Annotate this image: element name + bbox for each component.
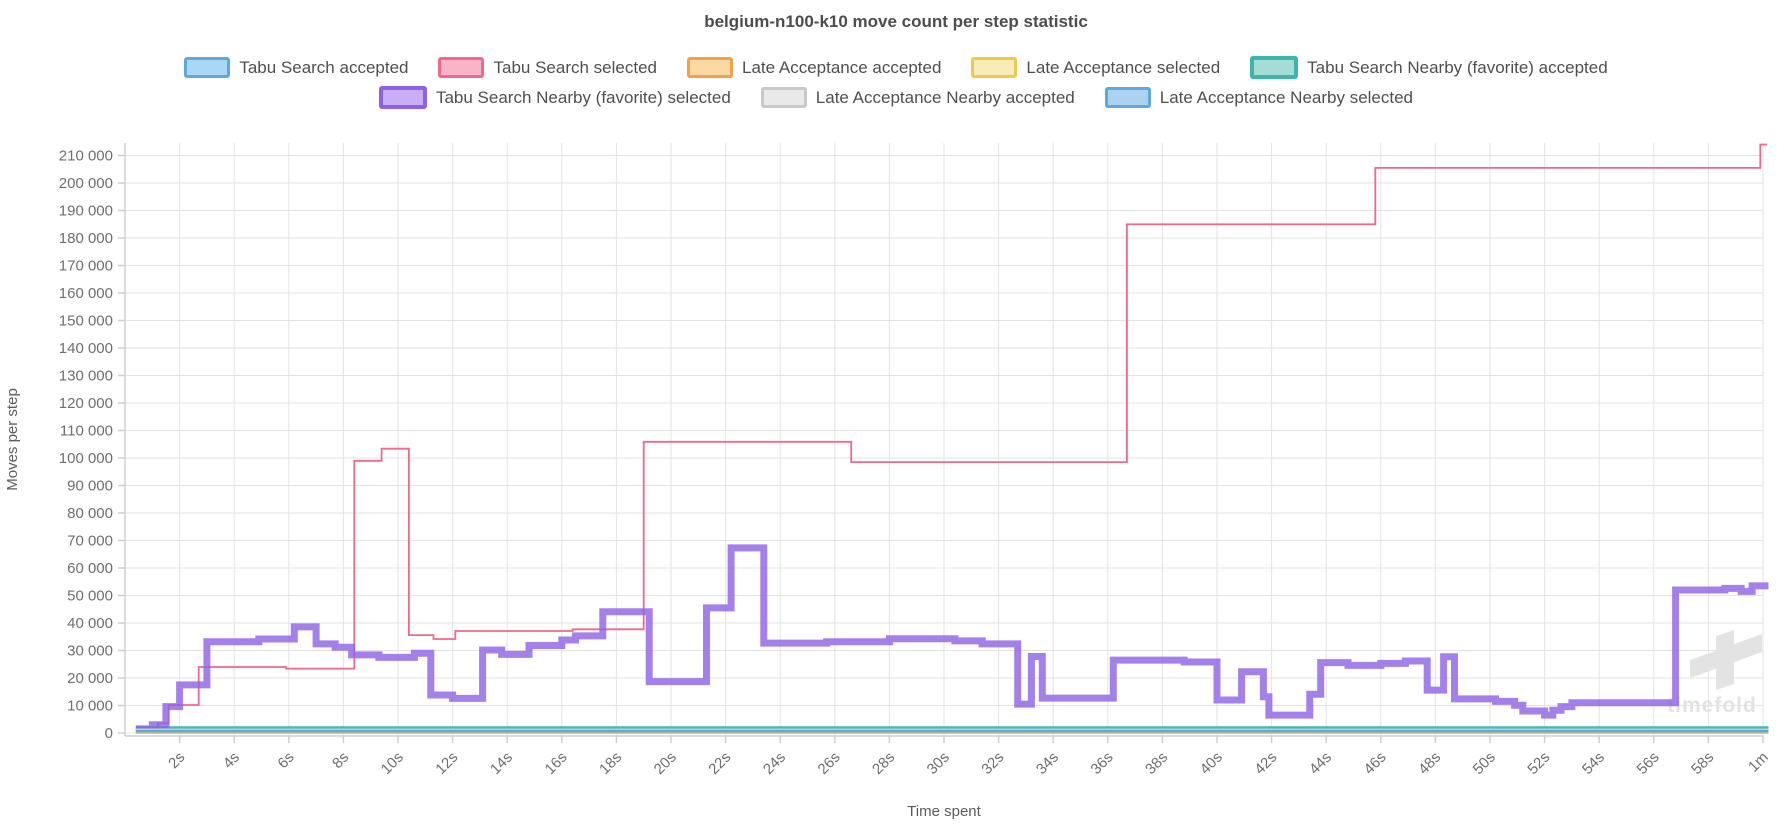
legend-label: Tabu Search selected bbox=[493, 57, 657, 77]
x-tick-label: 32s bbox=[978, 749, 1007, 778]
y-tick-label: 20 000 bbox=[67, 670, 113, 687]
y-tick-label: 60 000 bbox=[67, 560, 113, 577]
x-tick-label: 14s bbox=[487, 749, 516, 778]
legend-swatch-icon bbox=[760, 87, 807, 108]
legend-item: Tabu Search Nearby (favorite) accepted bbox=[1250, 56, 1608, 79]
watermark-logo bbox=[1726, 634, 1762, 665]
x-tick-label: 48s bbox=[1415, 749, 1444, 778]
x-tick-label: 26s bbox=[815, 749, 844, 778]
chart-title: belgium-n100-k10 move count per step sta… bbox=[704, 12, 1088, 31]
legend-item: Late Acceptance Nearby selected bbox=[1104, 87, 1414, 108]
y-tick-label: 180 000 bbox=[59, 230, 113, 247]
y-tick-label: 110 000 bbox=[60, 423, 113, 440]
x-tick-label: 1m bbox=[1745, 749, 1772, 776]
x-tick-label: 40s bbox=[1197, 749, 1226, 778]
legend-swatch-icon bbox=[971, 57, 1018, 78]
legend-label: Tabu Search Nearby (favorite) selected bbox=[435, 87, 731, 107]
x-tick-label: 34s bbox=[1033, 749, 1062, 778]
x-tick-label: 46s bbox=[1361, 749, 1390, 778]
x-tick-label: 2s bbox=[165, 749, 188, 772]
x-tick-label: 52s bbox=[1524, 749, 1553, 778]
y-tick-label: 0 bbox=[105, 725, 113, 742]
y-tick-label: 10 000 bbox=[67, 698, 113, 715]
y-tick-label: 140 000 bbox=[59, 340, 113, 357]
legend-item: Late Acceptance selected bbox=[971, 57, 1220, 78]
legend-item: Tabu Search accepted bbox=[184, 57, 408, 78]
x-tick-label: 42s bbox=[1251, 749, 1280, 778]
legend-swatch-icon bbox=[686, 57, 733, 78]
legend-swatch-icon bbox=[378, 86, 427, 109]
watermark-logo bbox=[1690, 650, 1718, 678]
legend-label: Tabu Search Nearby (favorite) accepted bbox=[1307, 57, 1608, 77]
legend-label: Late Acceptance accepted bbox=[741, 57, 942, 77]
x-tick-label: 38s bbox=[1142, 749, 1171, 778]
legend-swatch-icon bbox=[438, 57, 485, 78]
legend-row-2: Tabu Search Nearby (favorite) selected La… bbox=[378, 86, 1414, 109]
x-tick-label: 58s bbox=[1688, 749, 1717, 778]
legend-swatch-icon bbox=[1250, 56, 1299, 79]
legend-item: Tabu Search selected bbox=[438, 57, 657, 78]
y-axis-title: Moves per step bbox=[4, 388, 21, 491]
y-tick-label: 40 000 bbox=[67, 615, 113, 632]
y-tick-label: 50 000 bbox=[67, 588, 113, 605]
x-tick-label: 56s bbox=[1634, 749, 1663, 778]
x-tick-label: 36s bbox=[1088, 749, 1117, 778]
legend-item: Late Acceptance accepted bbox=[686, 57, 942, 78]
x-tick-label: 6s bbox=[274, 749, 297, 772]
x-tick-label: 18s bbox=[596, 749, 625, 778]
y-tick-label: 210 000 bbox=[59, 148, 113, 165]
legend-label: Tabu Search accepted bbox=[239, 57, 409, 77]
x-tick-label: 30s bbox=[924, 749, 953, 778]
x-tick-label: 54s bbox=[1579, 749, 1608, 778]
y-tick-label: 200 000 bbox=[59, 175, 113, 192]
y-tick-label: 80 000 bbox=[67, 505, 113, 522]
y-tick-label: 100 000 bbox=[59, 450, 113, 467]
x-tick-label: 28s bbox=[869, 749, 898, 778]
x-tick-label: 16s bbox=[542, 749, 571, 778]
legend-label: Late Acceptance Nearby accepted bbox=[815, 87, 1075, 107]
x-tick-label: 24s bbox=[760, 749, 789, 778]
legend-row-1: Tabu Search accepted Tabu Search selected… bbox=[184, 56, 1608, 79]
legend-item: Tabu Search Nearby (favorite) selected bbox=[378, 86, 731, 109]
x-tick-label: 10s bbox=[378, 749, 407, 778]
x-tick-label: 22s bbox=[705, 749, 734, 778]
x-tick-label: 20s bbox=[651, 749, 680, 778]
x-axis-title: Time spent bbox=[907, 803, 981, 820]
legend-label: Late Acceptance Nearby selected bbox=[1159, 87, 1414, 107]
x-tick-label: 50s bbox=[1470, 749, 1499, 778]
x-tick-label: 44s bbox=[1306, 749, 1335, 778]
legend: Tabu Search accepted Tabu Search selected… bbox=[0, 56, 1792, 109]
y-tick-label: 170 000 bbox=[59, 258, 113, 275]
legend-label: Late Acceptance selected bbox=[1026, 57, 1221, 77]
x-tick-label: 12s bbox=[432, 749, 461, 778]
y-tick-label: 160 000 bbox=[59, 285, 113, 302]
x-tick-label: 4s bbox=[220, 749, 243, 772]
watermark-text: timefold bbox=[1667, 694, 1757, 717]
y-tick-label: 90 000 bbox=[67, 478, 113, 495]
legend-item: Late Acceptance Nearby accepted bbox=[760, 87, 1075, 108]
legend-swatch-icon bbox=[1104, 87, 1151, 108]
y-tick-label: 150 000 bbox=[59, 313, 113, 330]
series-line-tabu-search-nearby-selected bbox=[135, 544, 1769, 733]
y-tick-label: 120 000 bbox=[59, 395, 113, 412]
legend-swatch-icon bbox=[184, 57, 231, 78]
watermark-logo bbox=[1716, 630, 1734, 690]
y-tick-label: 190 000 bbox=[59, 203, 113, 220]
y-tick-label: 30 000 bbox=[67, 643, 113, 660]
y-tick-label: 70 000 bbox=[67, 533, 113, 550]
y-tick-label: 130 000 bbox=[59, 368, 113, 385]
x-tick-label: 8s bbox=[329, 749, 352, 772]
